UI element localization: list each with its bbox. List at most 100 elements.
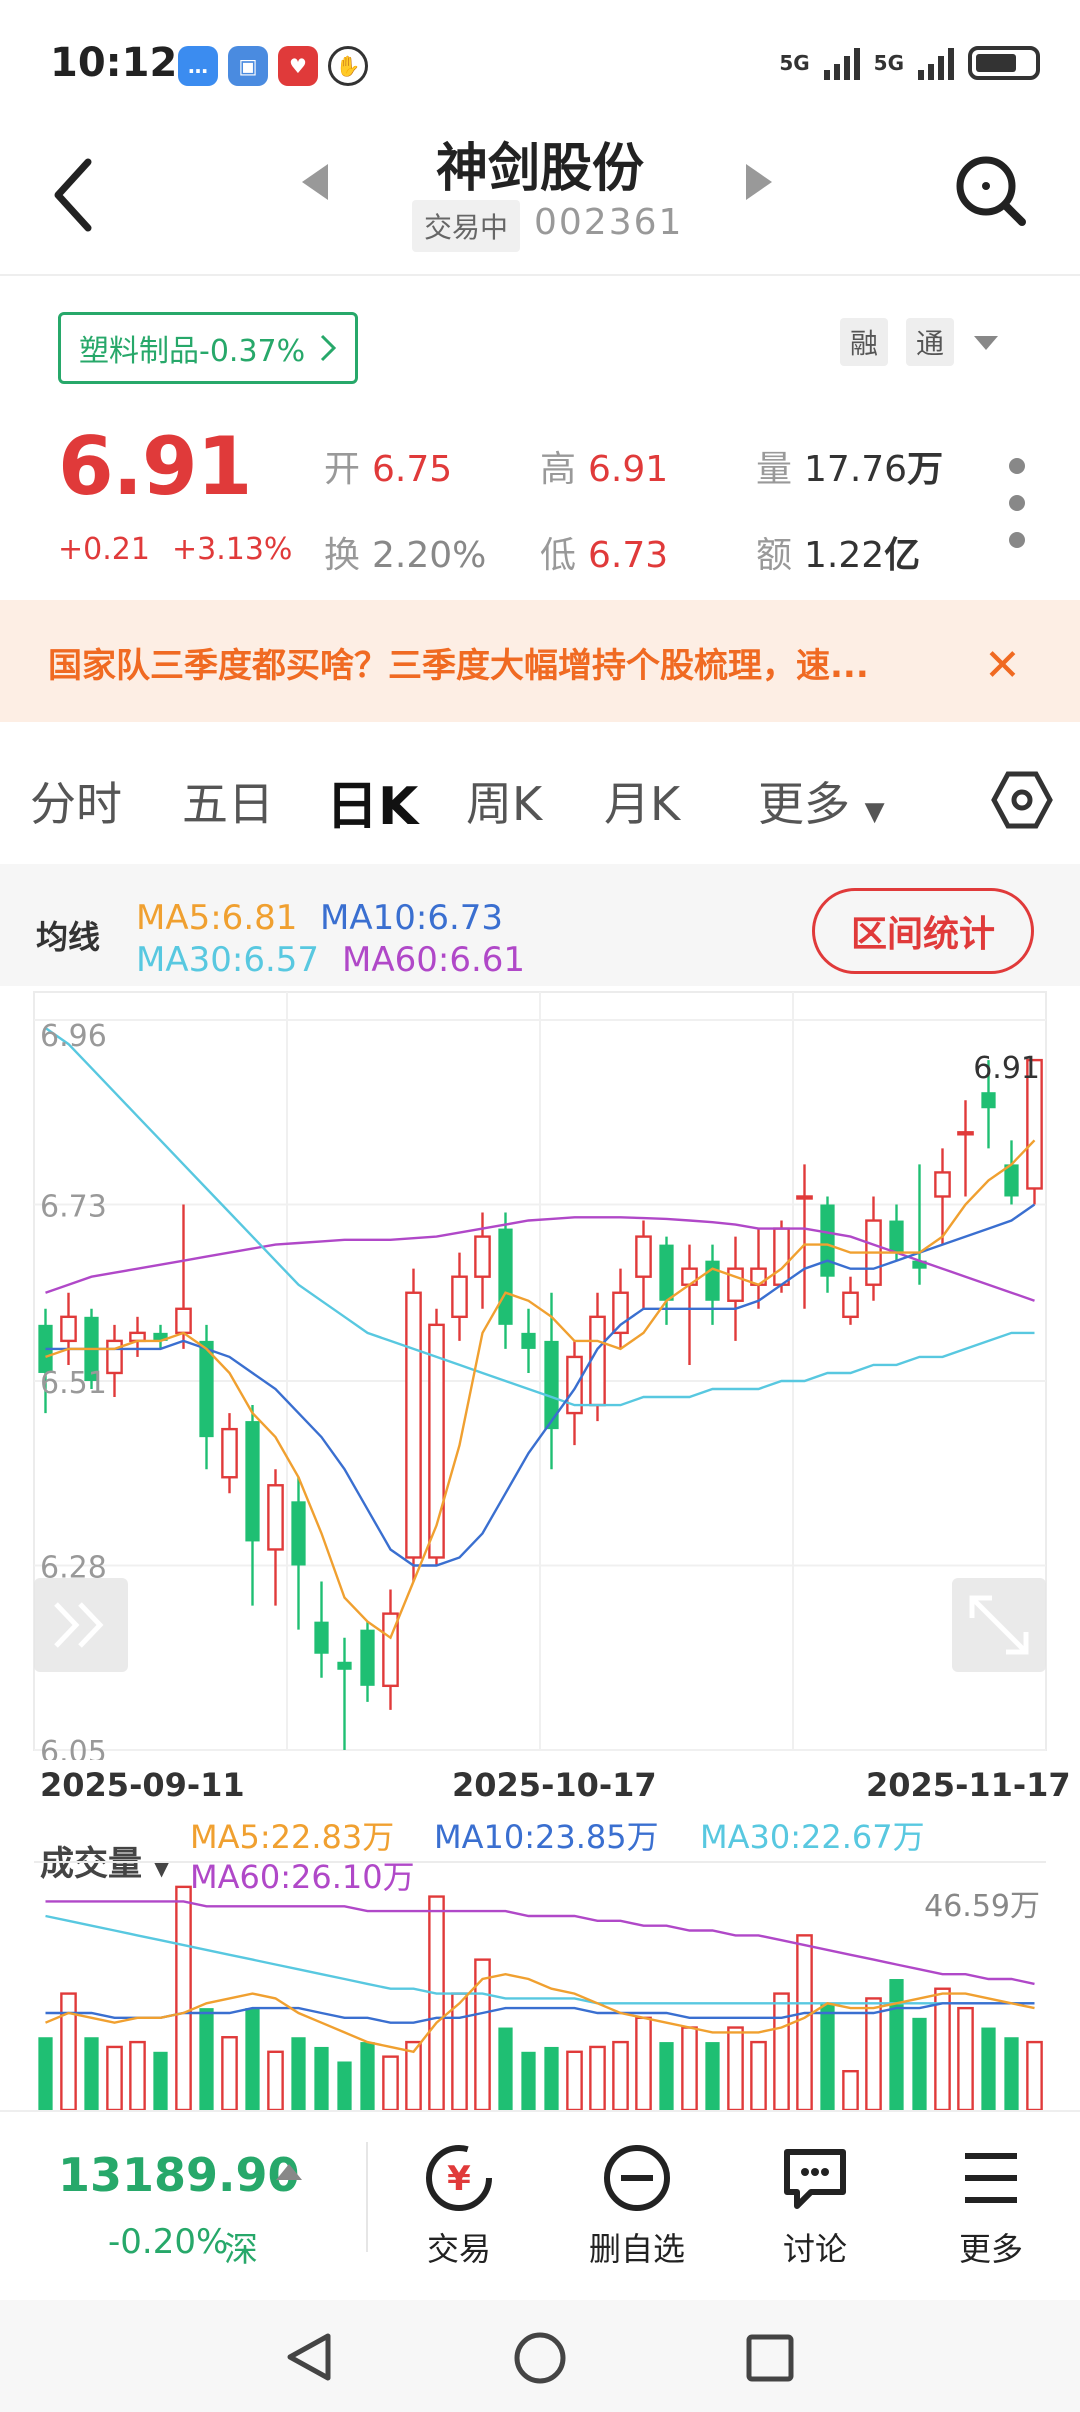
stock-code: 002361 xyxy=(534,202,684,243)
candle-body xyxy=(175,1307,192,1335)
chevron-up-icon[interactable] xyxy=(276,2164,302,2180)
more-options-icon[interactable] xyxy=(1002,458,1032,548)
connect-badge[interactable]: 通 xyxy=(906,318,954,366)
candle-body xyxy=(428,1323,445,1559)
last-price-label: 6.91 xyxy=(973,1051,1040,1086)
volume-bar xyxy=(566,2050,583,2110)
candle-body xyxy=(957,1131,974,1136)
tab-monthly-k[interactable]: 月K xyxy=(604,777,681,831)
volume-bar xyxy=(360,2042,375,2110)
volume-bar xyxy=(428,1895,445,2110)
margin-trading-badge[interactable]: 融 xyxy=(840,318,888,366)
news-banner[interactable]: 国家队三季度都买啥？三季度大幅增持个股梳理，速... ✕ xyxy=(0,600,1080,722)
y-axis-label: 6.96 xyxy=(40,1019,107,1054)
system-recents-icon[interactable] xyxy=(744,2332,796,2384)
volume-bar xyxy=(612,2040,629,2110)
price-change: +0.21 xyxy=(58,532,150,567)
chat-bubble-icon xyxy=(784,2149,846,2209)
ma30-line xyxy=(44,1027,1035,1407)
tab-daily-k[interactable]: 日K xyxy=(326,777,419,837)
volume-chart[interactable]: 46.59万 xyxy=(0,1860,1080,2110)
volume-ma5-line xyxy=(45,1972,1035,2054)
kline-chart[interactable]: 6.966.736.516.286.056.91 xyxy=(0,990,1080,1760)
status-bar: 10:12 … ▣ ♥ ✋ 5G 5G xyxy=(0,0,1080,120)
open-price: 开 6.75 xyxy=(324,449,453,490)
low-price: 低 6.73 xyxy=(540,535,669,576)
settings-hexagon-icon[interactable] xyxy=(990,768,1054,832)
candle-body xyxy=(314,1621,329,1654)
candle-body xyxy=(199,1340,214,1438)
trade-button[interactable]: ¥ 交易 xyxy=(394,2138,524,2270)
volume-bar xyxy=(635,2016,652,2110)
gesture-icon: ✋ xyxy=(328,46,368,86)
candle-body xyxy=(727,1267,744,1302)
system-home-icon[interactable] xyxy=(512,2330,568,2386)
next-stock-icon[interactable] xyxy=(744,162,774,202)
status-time: 10:12 xyxy=(50,40,178,86)
candle-body xyxy=(934,1171,951,1198)
prev-stock-icon[interactable] xyxy=(300,162,330,202)
volume-bar xyxy=(981,2027,996,2110)
volume-bar xyxy=(727,2026,744,2110)
ma10-value: MA10:6.73 xyxy=(320,898,504,938)
svg-text:¥: ¥ xyxy=(447,2159,471,2199)
expand-left-button[interactable] xyxy=(34,1578,128,1672)
ma-label: 均线 xyxy=(36,918,101,956)
volume-bar xyxy=(842,2069,859,2110)
discussion-button[interactable]: 讨论 xyxy=(750,2138,880,2270)
moving-average-bar: 均线 MA5:6.81 MA10:6.73 MA30:6.57 MA60:6.6… xyxy=(0,864,1080,986)
volume-bar xyxy=(544,2046,559,2110)
volume-bar xyxy=(245,2008,260,2110)
date-label-start: 2025-09-11 xyxy=(40,1766,245,1804)
volume-bar xyxy=(705,2042,720,2110)
candle-body xyxy=(796,1195,813,1200)
close-icon[interactable]: ✕ xyxy=(984,640,1021,691)
volume-title[interactable]: 成交量 ▼ xyxy=(40,1844,170,1884)
candle-body xyxy=(291,1501,306,1566)
volume-bar xyxy=(1026,2040,1043,2110)
volume-bar xyxy=(153,2051,168,2110)
volume-ma60-line xyxy=(45,1900,1035,1986)
volume-bar xyxy=(38,2037,53,2110)
index-value[interactable]: 13189.90 xyxy=(58,2148,300,2202)
remove-watchlist-button[interactable]: 删自选 xyxy=(572,2138,702,2270)
minus-circle-icon xyxy=(604,2145,670,2211)
vol-ma5: MA5:22.83万 xyxy=(190,1818,395,1856)
tab-weekly-k[interactable]: 周K xyxy=(466,777,543,831)
price-change-percent: +3.13% xyxy=(172,532,293,567)
tab-more[interactable]: 更多 ▼ xyxy=(758,777,885,831)
system-back-icon[interactable] xyxy=(282,2330,336,2384)
volume-bar xyxy=(267,2050,284,2110)
amount: 额 1.22亿 xyxy=(756,535,921,576)
industry-sector-button[interactable]: 塑料制品-0.37% xyxy=(58,312,359,384)
wallet-app-icon: ▣ xyxy=(228,46,268,86)
volume-bar xyxy=(750,2040,767,2110)
candle-body xyxy=(981,1092,996,1109)
volume-bar xyxy=(84,2037,99,2110)
fullscreen-icon[interactable] xyxy=(952,1578,1046,1672)
ma60-line xyxy=(45,1216,1035,1302)
y-axis-label: 6.05 xyxy=(40,1735,107,1760)
signal-1-label: 5G xyxy=(779,51,810,75)
volume-bar xyxy=(199,2008,214,2110)
stock-name: 神剑股份 xyxy=(435,139,644,199)
candle-body xyxy=(1004,1164,1019,1197)
more-menu-button[interactable]: 更多 xyxy=(926,2138,1056,2270)
chevron-down-icon[interactable] xyxy=(974,336,998,350)
search-icon[interactable] xyxy=(950,150,1030,230)
back-arrow-icon[interactable] xyxy=(48,150,108,240)
chart-period-tabs: 分时 五日 日K 周K 月K 更多 ▼ xyxy=(0,740,1080,860)
tab-five-day[interactable]: 五日 xyxy=(182,777,274,831)
volume-bar xyxy=(106,2045,123,2110)
volume-bar xyxy=(957,2006,974,2110)
news-text[interactable]: 国家队三季度都买啥？三季度大幅增持个股梳理，速... xyxy=(48,646,869,686)
candle-body xyxy=(705,1260,720,1301)
volume-bar xyxy=(291,2037,306,2110)
range-statistics-button[interactable]: 区间统计 xyxy=(812,888,1034,974)
high-price: 高 6.91 xyxy=(540,449,669,490)
tab-intraday[interactable]: 分时 xyxy=(30,777,122,831)
system-indicators: 5G 5G xyxy=(779,46,1040,80)
candle-body xyxy=(474,1235,491,1278)
candle-body xyxy=(129,1331,146,1343)
volume-bar xyxy=(129,2040,146,2110)
